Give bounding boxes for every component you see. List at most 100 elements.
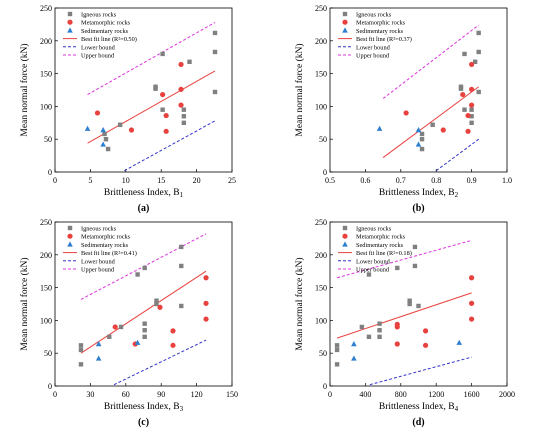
y-tick-label: 100: [315, 316, 327, 325]
igneous-point: [135, 272, 140, 277]
sedimentary-point: [95, 341, 102, 347]
x-axis-label-subscript: 3: [180, 405, 184, 413]
y-tick-label: 0: [323, 168, 327, 177]
legend-marker-igneous: [342, 11, 348, 17]
x-tick-label: 90: [157, 390, 165, 399]
legend-marker-metamorphic: [342, 233, 348, 239]
y-tick-label: 150: [40, 70, 52, 79]
igneous-point: [377, 334, 382, 339]
legend-marker-sedimentary: [67, 27, 73, 33]
metamorphic-point: [128, 127, 135, 133]
igneous-point: [179, 244, 184, 250]
x-tick-label: 0.6: [360, 176, 370, 185]
upper-bound-line: [382, 24, 479, 99]
legend-lower-bound: Lower bound: [356, 44, 391, 51]
x-tick-label: 0: [53, 176, 57, 185]
sedimentary-point: [100, 141, 106, 147]
lower-bound-line: [113, 339, 207, 386]
y-tick-label: 100: [40, 102, 52, 111]
igneous-point: [107, 334, 112, 339]
x-tick-label: 0.8: [431, 176, 441, 185]
igneous-point: [181, 107, 187, 112]
igneous-point: [419, 131, 425, 137]
legend-sedimentary: Sedimentary rocks: [81, 28, 129, 35]
igneous-point: [416, 303, 421, 309]
igneous-point: [359, 324, 365, 330]
legend-upper-bound: Upper bound: [356, 267, 390, 274]
igneous-point: [187, 59, 192, 64]
plot-frame: [329, 7, 508, 173]
lower-bound-line: [124, 120, 216, 172]
plot-frame: [329, 221, 508, 387]
x-tick-label: 400: [359, 390, 371, 399]
y-axis-label: Mean normal force (kN): [294, 43, 305, 136]
lower-bound-line: [435, 138, 479, 172]
igneous-point: [377, 328, 382, 333]
igneous-point: [103, 137, 109, 142]
x-tick-label: 20: [193, 176, 201, 185]
upper-bound-line: [87, 21, 216, 96]
igneous-point: [142, 328, 147, 333]
igneous-point: [419, 146, 425, 152]
y-axis-label: Mean normal force (kN): [19, 43, 30, 136]
legend-marker-igneous: [67, 11, 73, 17]
sedimentary-point: [376, 125, 383, 131]
y-tick-label: 50: [319, 349, 327, 358]
igneous-point: [181, 114, 187, 119]
igneous-point: [160, 51, 165, 57]
metamorphic-point: [469, 275, 475, 281]
igneous-point: [469, 120, 474, 125]
legend-metamorphic: Metamorphic rocks: [356, 20, 406, 27]
metamorphic-point: [469, 300, 475, 306]
igneous-point: [476, 30, 481, 36]
x-axis-label-main: Brittleness Index, B: [104, 402, 180, 412]
upper-bound-line: [336, 239, 472, 279]
chart-panel-d: 0 400 800 1200 1600 2000 0 50 100 150 200 250 Brittl…: [294, 218, 515, 428]
y-tick-label: 200: [315, 251, 327, 260]
metamorphic-point: [460, 91, 466, 98]
x-axis-label: Brittleness Index, B4: [379, 402, 459, 413]
igneous-point: [407, 298, 412, 303]
chart-panel-c: 0 30 60 90 120 150 0 50 100 150 200 250 Brittleness …: [19, 218, 238, 428]
metamorphic-point: [163, 128, 169, 134]
legend-sedimentary: Sedimentary rocks: [81, 242, 129, 249]
metamorphic-point: [465, 112, 471, 119]
y-axis-label: Mean normal force (kN): [294, 257, 305, 350]
sedimentary-point: [415, 127, 422, 133]
igneous-point: [142, 321, 147, 326]
y-tick-label: 150: [315, 70, 327, 79]
sedimentary-point: [351, 355, 357, 361]
x-tick-label: 0.7: [396, 176, 406, 185]
metamorphic-point: [203, 300, 209, 306]
sedimentary-point: [351, 341, 357, 347]
legend-marker-metamorphic: [67, 19, 73, 25]
legend-marker-igneous: [67, 225, 73, 231]
igneous-point: [334, 362, 340, 367]
igneous-point: [212, 89, 218, 95]
metamorphic-point: [469, 86, 475, 92]
legend-metamorphic: Metamorphic rocks: [356, 234, 406, 241]
x-axis-label-main: Brittleness Index, B: [379, 402, 455, 412]
sedimentary-point: [456, 339, 463, 345]
y-tick-label: 150: [315, 284, 327, 293]
igneous-point: [334, 343, 340, 348]
y-tick-label: 250: [315, 218, 327, 227]
igneous-point: [212, 30, 218, 36]
best-fit-line: [87, 70, 216, 144]
x-axis-label-main: Brittleness Index, B: [379, 188, 455, 198]
x-tick-label: 0: [53, 390, 57, 399]
legend-lower-bound: Lower bound: [356, 258, 391, 265]
metamorphic-point: [178, 102, 184, 108]
best-fit-line: [80, 270, 207, 354]
best-fit-line: [382, 86, 479, 158]
igneous-point: [419, 137, 425, 142]
metamorphic-point: [422, 342, 429, 348]
igneous-point: [117, 122, 123, 127]
metamorphic-point: [465, 128, 471, 134]
x-tick-label: 2000: [499, 390, 515, 399]
legend-upper-bound: Upper bound: [356, 53, 390, 60]
legend-marker-sedimentary: [67, 241, 73, 247]
x-tick-label: 60: [122, 390, 130, 399]
sedimentary-point: [134, 339, 141, 345]
